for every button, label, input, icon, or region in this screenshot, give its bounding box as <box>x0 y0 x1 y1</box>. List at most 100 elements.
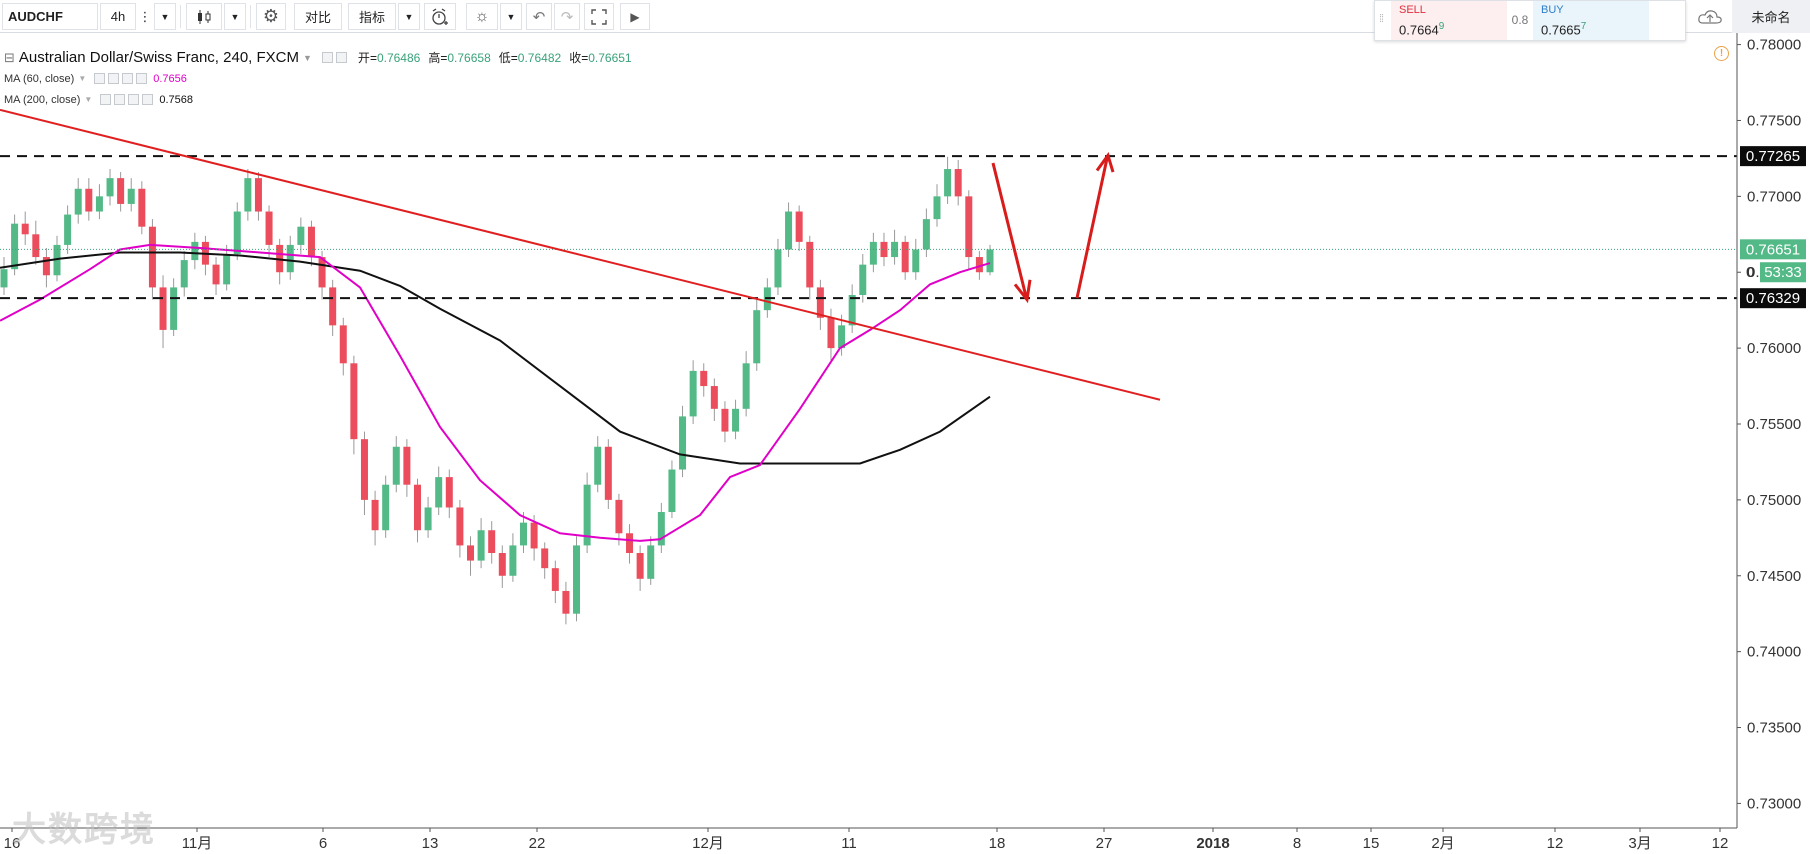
redo-icon[interactable]: ↷ <box>554 3 580 30</box>
candle-body <box>721 408 729 432</box>
replay-play-icon[interactable]: ▶ <box>620 3 650 30</box>
price-label-box <box>1740 288 1806 309</box>
compare-button[interactable]: 对比 <box>294 3 342 30</box>
ma200-visibility-icon[interactable] <box>100 94 112 105</box>
candle-body <box>127 188 135 204</box>
ma200-add-icon[interactable] <box>128 94 140 105</box>
layout-name-button[interactable]: 未命名 <box>1732 0 1810 33</box>
fullscreen-icon <box>591 8 607 25</box>
close-value: 0.76651 <box>588 50 632 65</box>
candle-body <box>212 264 220 285</box>
candle-body <box>753 310 761 364</box>
alert-button[interactable] <box>424 3 456 30</box>
symbol-label: AUDCHF <box>8 9 63 24</box>
ma60-visibility-icon[interactable] <box>94 73 106 84</box>
candle-body <box>869 241 877 265</box>
candle-body <box>859 264 867 295</box>
x-tick-label: 16 <box>4 835 21 852</box>
x-tick-label: 12 <box>1547 835 1564 852</box>
candle-body <box>541 548 549 569</box>
candle-body <box>148 226 156 288</box>
down-arrow-head <box>1013 279 1032 304</box>
settings-gear-icon[interactable]: ⚙ <box>256 3 286 30</box>
candle-body <box>466 545 474 561</box>
indicators-button[interactable]: 指标 <box>348 3 396 30</box>
undo-icon[interactable]: ↶ <box>526 3 552 30</box>
x-tick-label: 27 <box>1096 835 1113 852</box>
ma200-dropdown-icon[interactable]: ▼ <box>84 95 93 104</box>
idea-lightbulb-icon[interactable]: ☼ <box>466 3 498 30</box>
ideas-dropdown-icon[interactable]: ▼ <box>500 3 522 30</box>
x-tick-label: 15 <box>1363 835 1380 852</box>
buy-button[interactable]: BUY 0.76657 <box>1533 1 1649 40</box>
up-arrow-shaft <box>1075 158 1109 299</box>
candle-body <box>382 484 390 531</box>
interval-dropdown-icon[interactable]: ▼ <box>154 3 176 30</box>
price-label-box <box>1740 146 1806 167</box>
candle-body <box>901 241 909 273</box>
price-label-box <box>1740 239 1806 260</box>
chart-style-dropdown-icon[interactable]: ▼ <box>224 3 246 30</box>
candle-style-button[interactable] <box>186 3 222 30</box>
candle-body <box>265 211 273 245</box>
more-intervals-icon[interactable]: ⋮ <box>138 8 152 24</box>
sell-button[interactable]: SELL 0.76649 <box>1391 1 1507 40</box>
price-label-text: 0.76651 <box>1746 241 1800 258</box>
series-settings-icon[interactable] <box>335 52 347 63</box>
sell-price: 0.7664 <box>1399 22 1439 38</box>
candle-body <box>223 254 231 285</box>
ma60-add-icon[interactable] <box>122 73 134 84</box>
candle-body <box>350 363 358 440</box>
price-label-text: 0.76329 <box>1746 290 1800 307</box>
layout-name-label: 未命名 <box>1751 10 1791 25</box>
alarm-clock-icon <box>432 7 448 25</box>
candle-body <box>774 249 782 288</box>
drawings-layer <box>0 108 1737 401</box>
drag-handle-icon[interactable]: ⁞⁞ <box>1379 13 1384 25</box>
candle-body <box>392 446 400 485</box>
ma200-label[interactable]: MA (200, close) <box>4 93 81 106</box>
collapse-legend-icon[interactable]: ⊟ <box>4 49 15 65</box>
watermark-logo: 大数跨境 <box>12 802 156 851</box>
cloud-shape <box>1698 9 1722 24</box>
candle-body <box>636 553 644 579</box>
sell-price-sup: 9 <box>1438 21 1445 32</box>
candle-body <box>117 178 125 204</box>
symbol-search-button[interactable]: AUDCHF <box>2 3 98 30</box>
y-tick-label: 0.75000 <box>1747 492 1801 509</box>
ma60-settings-icon[interactable] <box>108 73 120 84</box>
candle-body <box>339 325 347 364</box>
ma200-remove-icon[interactable] <box>142 94 154 105</box>
candle-body <box>509 545 517 576</box>
x-tick-label: 18 <box>989 835 1006 852</box>
ma200-settings-icon[interactable] <box>114 94 126 105</box>
buy-price-wrap: 0.76657 <box>1541 21 1586 37</box>
indicators-dropdown-icon[interactable]: ▼ <box>398 3 420 30</box>
cloud-save-icon[interactable] <box>1692 3 1728 30</box>
candle-body <box>74 188 82 215</box>
ma60-label[interactable]: MA (60, close) <box>4 72 75 85</box>
indicator-layer <box>0 243 991 542</box>
y-tick-label: 0.77000 <box>1747 188 1801 205</box>
ma60-line <box>0 243 991 542</box>
candle-body <box>477 530 485 561</box>
legend-main-row: ⊟ Australian Dollar/Swiss Franc, 240, FX… <box>4 49 632 66</box>
chart-legend: ⊟ Australian Dollar/Swiss Franc, 240, FX… <box>4 47 632 110</box>
candle-body <box>329 287 337 326</box>
candle-body <box>233 211 241 255</box>
high-value: 0.76658 <box>447 50 491 65</box>
fullscreen-button[interactable] <box>584 3 614 30</box>
visibility-icon[interactable] <box>321 52 333 63</box>
interval-button[interactable]: 4h <box>100 3 136 30</box>
series-title: Australian Dollar/Swiss Franc, 240, FXCM <box>18 49 299 66</box>
sell-price-wrap: 0.76649 <box>1399 21 1444 37</box>
price-chart[interactable]: 0.780000.775000.770000.765000.760000.755… <box>0 33 1810 854</box>
candle-body <box>710 386 718 409</box>
candle-body <box>85 188 93 212</box>
low-label: 低 <box>498 51 511 65</box>
toolbar-divider <box>250 5 251 28</box>
series-dropdown-icon[interactable]: ▼ <box>303 52 312 63</box>
warning-icon[interactable]: ! <box>1714 46 1729 61</box>
ma60-remove-icon[interactable] <box>136 73 148 84</box>
ma60-dropdown-icon[interactable]: ▼ <box>78 74 87 83</box>
